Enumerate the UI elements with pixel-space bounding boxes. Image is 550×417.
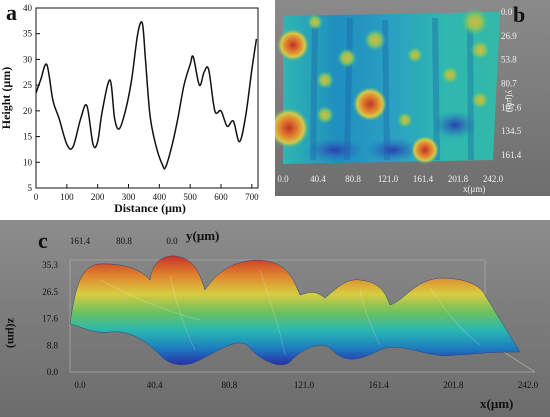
y-tick-label: 10 xyxy=(23,157,33,167)
panel-b-y-tick-label: 161.4 xyxy=(501,150,522,160)
panel-b-y-tick-label: 134.5 xyxy=(501,126,522,136)
panel-b-y-axis-label: y(μm) xyxy=(505,90,515,112)
panel-b-y-tick-label: 53.8 xyxy=(501,55,517,65)
y-tick-label: 30 xyxy=(23,54,33,64)
y-tick-label: 5 xyxy=(28,183,33,193)
panel-b-y-tick-label: 80.7 xyxy=(501,79,517,89)
panel-c-z-tick-label: 0.0 xyxy=(47,367,59,377)
panel-c-x-tick-label: 121.0 xyxy=(294,380,315,390)
panel-b-x-tick-label: 0.0 xyxy=(277,174,289,184)
x-tick-label: 200 xyxy=(91,192,105,202)
panel-b-x-tick-label: 121.0 xyxy=(378,174,399,184)
y-tick-label: 25 xyxy=(23,80,33,90)
panel-b-x-tick-label: 201.8 xyxy=(448,174,469,184)
panel-c-x-tick-label: 201.8 xyxy=(443,380,464,390)
x-tick-label: 0 xyxy=(34,192,39,202)
y-tick-label: 20 xyxy=(23,106,33,116)
panel-c-z-axis-label: z(μm) xyxy=(5,318,19,348)
x-tick-label: 400 xyxy=(153,192,167,202)
panel-a-plot-frame xyxy=(35,7,259,189)
panel-b-x-tick-label: 161.4 xyxy=(413,174,434,184)
panel-c-x-tick-label: 242.0 xyxy=(518,380,539,390)
panel-c-letter: c xyxy=(38,228,48,253)
panel-c-z-tick-label: 35.3 xyxy=(42,260,58,270)
x-tick-label: 600 xyxy=(214,192,228,202)
panel-b-x-tick-label: 80.8 xyxy=(345,174,361,184)
panel-c-x-tick-label: 0.0 xyxy=(74,380,86,390)
panel-c-z-tick-label: 17.6 xyxy=(42,314,58,324)
panel-c-z-tick-label: 8.8 xyxy=(47,340,59,350)
panel-c-x-axis-label: x(μm) xyxy=(480,396,513,411)
panel-c-y-axis-label: y(μm) xyxy=(186,228,219,243)
panel-a-y-axis-label: Height (μm) xyxy=(0,67,13,129)
panel-c-x-tick-label: 40.4 xyxy=(147,380,163,390)
panel-b-x-tick-label: 40.4 xyxy=(310,174,326,184)
panel-a-line-chart: 0 100 200 300 400 500 600 700 5 10 15 20 25 30 35 40 Di… xyxy=(0,3,259,215)
panel-b-y-tick-label: 26.9 xyxy=(501,31,517,41)
panel-b-x-tick-label: 242.0 xyxy=(483,174,504,184)
y-tick-label: 35 xyxy=(23,29,33,39)
panel-a-x-axis-label: Distance (μm) xyxy=(114,201,186,215)
y-tick-label: 15 xyxy=(23,132,33,142)
panel-c-y-tick-label: 0.0 xyxy=(166,236,178,246)
panel-c-y-tick-label: 80.8 xyxy=(116,236,132,246)
panel-b-x-axis-label: x(μm) xyxy=(463,184,485,194)
panel-c-x-tick-label: 161.4 xyxy=(369,380,390,390)
y-tick-label: 40 xyxy=(23,3,33,13)
panel-c-surface-3d: c 161.4 80.8 0.0 35.3 26.5 17.6 8.8 0.0 0.0 40.… xyxy=(0,220,550,417)
panel-c-z-tick-label: 26.5 xyxy=(42,287,58,297)
panel-b-surface-map: b 0.0 40.4 80.8 121.0 161.4 201.8 242.0 0.0 26.… xyxy=(275,0,550,196)
panel-b-y-tick-label: 107.6 xyxy=(501,102,522,112)
x-tick-label: 500 xyxy=(183,192,197,202)
height-profile-line xyxy=(35,21,258,170)
x-tick-label: 300 xyxy=(122,192,136,202)
x-tick-label: 700 xyxy=(245,192,259,202)
panel-a-letter: a xyxy=(6,0,17,25)
panel-c-x-tick-label: 80.8 xyxy=(221,380,237,390)
x-tick-label: 100 xyxy=(60,192,74,202)
panel-c-y-tick-label: 161.4 xyxy=(70,236,91,246)
panel-b-letter: b xyxy=(513,2,525,27)
panel-b-y-tick-label: 0.0 xyxy=(501,7,513,17)
